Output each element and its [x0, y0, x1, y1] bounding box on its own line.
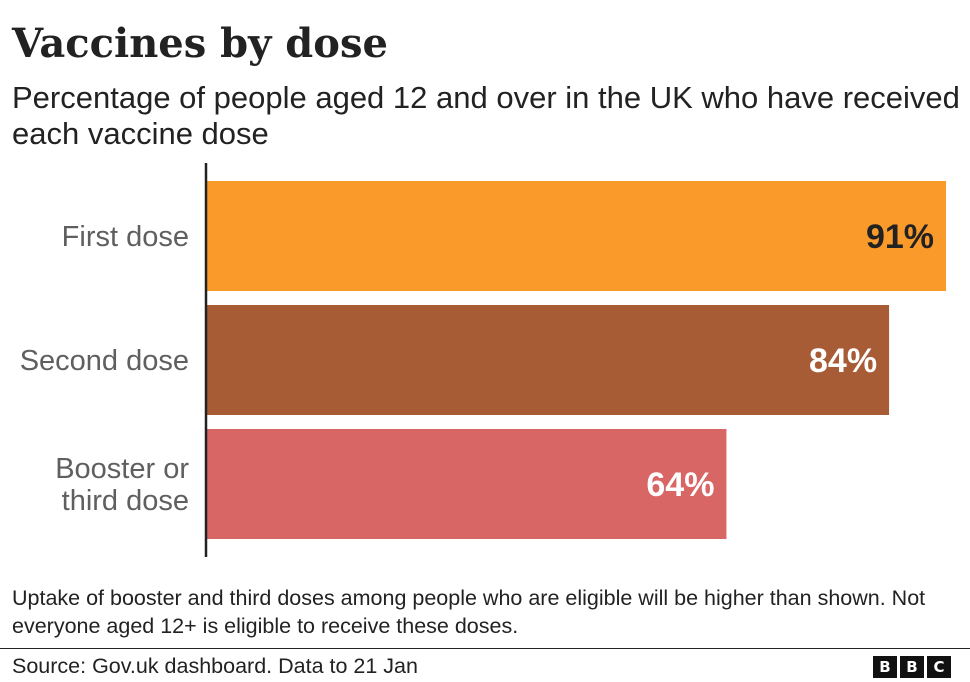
category-label: Booster or: [55, 453, 189, 485]
category-label: Second dose: [20, 345, 189, 377]
value-label: 64%: [646, 466, 714, 504]
chart-subtitle: Percentage of people aged 12 and over in…: [12, 80, 960, 151]
bar-chart: 91% First dose 84% Second dose 64% Booster or…: [20, 163, 946, 557]
bar-1: [206, 181, 946, 291]
chart-source: Source: Gov.uk dashboard. Data to 21 Jan: [12, 654, 418, 678]
value-label: 91%: [866, 218, 934, 256]
category-label: third dose: [62, 485, 189, 517]
logo-letter: C: [927, 656, 951, 678]
chart-note: Uptake of booster and third doses among …: [12, 586, 926, 638]
logo-letter: B: [900, 656, 924, 678]
bbc-logo: B B C: [873, 656, 951, 678]
logo-letter: B: [873, 656, 897, 678]
footer-divider: [0, 648, 970, 649]
chart-title: Vaccines by dose: [12, 20, 388, 67]
bar-2: [206, 305, 890, 415]
value-label: 84%: [809, 342, 877, 380]
category-label: First dose: [62, 221, 189, 253]
bar-3: [206, 429, 727, 539]
